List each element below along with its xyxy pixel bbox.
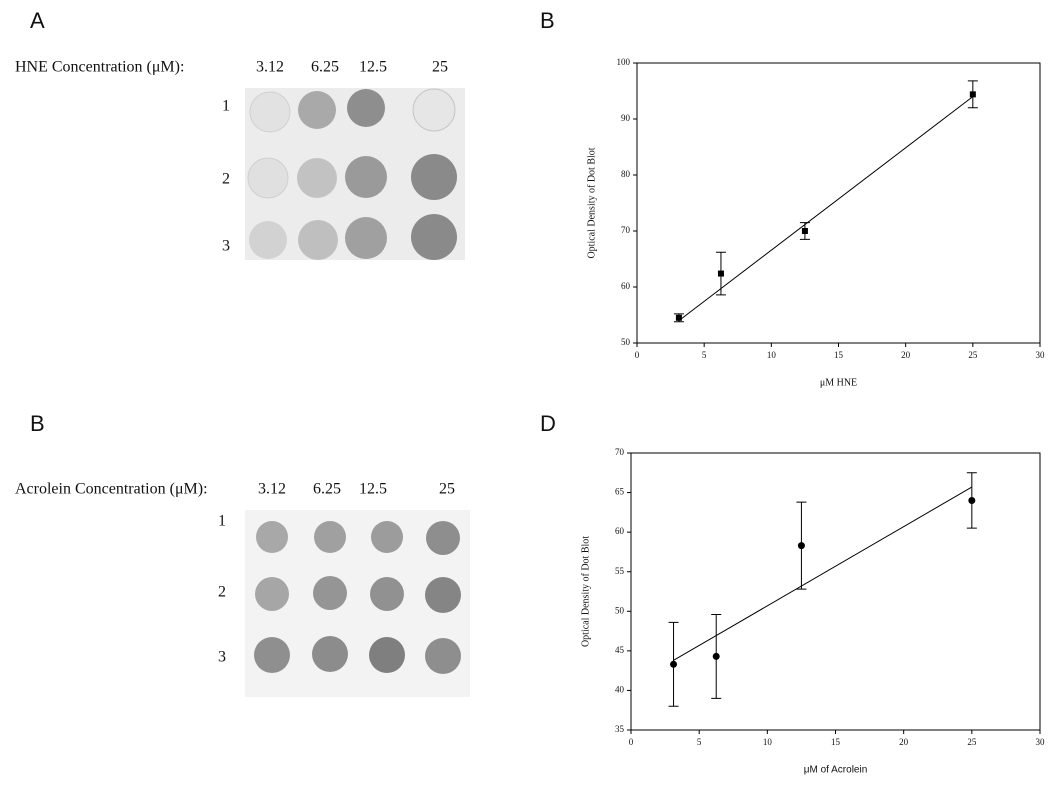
y-tick-label: 90 bbox=[621, 113, 631, 123]
y-tick-label: 55 bbox=[615, 566, 625, 576]
blot-label: HNE Concentration (μM): bbox=[15, 59, 184, 76]
y-tick-label: 70 bbox=[615, 447, 625, 457]
panel-label: B bbox=[30, 411, 45, 436]
y-tick-label: 65 bbox=[615, 487, 625, 497]
x-axis-label: μM of Acrolein bbox=[804, 765, 868, 776]
point bbox=[797, 542, 805, 550]
concentration: 12.5 bbox=[359, 59, 387, 76]
point bbox=[968, 496, 976, 504]
blot-image bbox=[245, 510, 470, 697]
row-label: 3 bbox=[218, 649, 226, 666]
x-tick-label: 10 bbox=[767, 350, 777, 360]
point bbox=[717, 270, 724, 277]
point bbox=[675, 314, 682, 321]
y-tick-label: 80 bbox=[621, 169, 631, 179]
x-tick-label: 25 bbox=[967, 737, 977, 747]
y-tick-label: 70 bbox=[621, 225, 631, 235]
y-tick-label: 50 bbox=[615, 605, 625, 615]
row-label: 3 bbox=[222, 238, 230, 255]
concentration: 25 bbox=[439, 481, 455, 498]
y-tick-label: 60 bbox=[621, 281, 631, 291]
row-label: 1 bbox=[222, 98, 230, 115]
panel-label: A bbox=[30, 8, 45, 33]
x-axis-label: μM HNE bbox=[820, 377, 857, 388]
concentration: 6.25 bbox=[313, 481, 341, 498]
x-tick-label: 20 bbox=[899, 737, 909, 747]
x-tick-label: 25 bbox=[968, 350, 978, 360]
x-tick-label: 0 bbox=[635, 350, 640, 360]
x-tick-label: 15 bbox=[831, 737, 841, 747]
y-axis-label: Optical Density of Dot Blot bbox=[580, 536, 591, 647]
panel-label: D bbox=[540, 411, 556, 436]
y-tick-label: 60 bbox=[615, 526, 625, 536]
x-tick-label: 0 bbox=[629, 737, 634, 747]
x-tick-label: 5 bbox=[702, 350, 707, 360]
x-tick-label: 20 bbox=[901, 350, 911, 360]
point bbox=[801, 228, 808, 234]
concentration: 12.5 bbox=[359, 481, 387, 498]
point bbox=[969, 91, 976, 98]
row-label: 2 bbox=[222, 171, 230, 188]
row-label: 1 bbox=[218, 513, 226, 530]
x-tick-label: 30 bbox=[1036, 350, 1046, 360]
trendline bbox=[673, 486, 973, 661]
x-tick-label: 5 bbox=[697, 737, 702, 747]
y-axis-label: Optical Density of Dot Blot bbox=[586, 147, 597, 258]
plot-area bbox=[636, 62, 1041, 344]
x-tick-label: 30 bbox=[1036, 737, 1046, 747]
x-tick-label: 10 bbox=[763, 737, 773, 747]
plot-area bbox=[630, 452, 1041, 731]
point bbox=[712, 652, 720, 660]
y-tick-label: 45 bbox=[615, 645, 625, 655]
panel-label: B bbox=[540, 8, 555, 33]
trendline bbox=[678, 96, 974, 321]
y-tick-label: 50 bbox=[621, 337, 631, 347]
blot-image bbox=[245, 88, 465, 260]
point bbox=[670, 660, 678, 668]
y-tick-label: 100 bbox=[617, 57, 631, 67]
concentration: 3.12 bbox=[256, 59, 284, 76]
concentration: 6.25 bbox=[311, 59, 339, 76]
x-tick-label: 15 bbox=[834, 350, 844, 360]
y-tick-label: 40 bbox=[615, 684, 625, 694]
y-tick-label: 35 bbox=[615, 724, 625, 734]
concentration: 3.12 bbox=[258, 481, 286, 498]
concentration: 25 bbox=[432, 59, 448, 76]
row-label: 2 bbox=[218, 584, 226, 601]
blot-label: Acrolein Concentration (μM): bbox=[15, 481, 208, 498]
